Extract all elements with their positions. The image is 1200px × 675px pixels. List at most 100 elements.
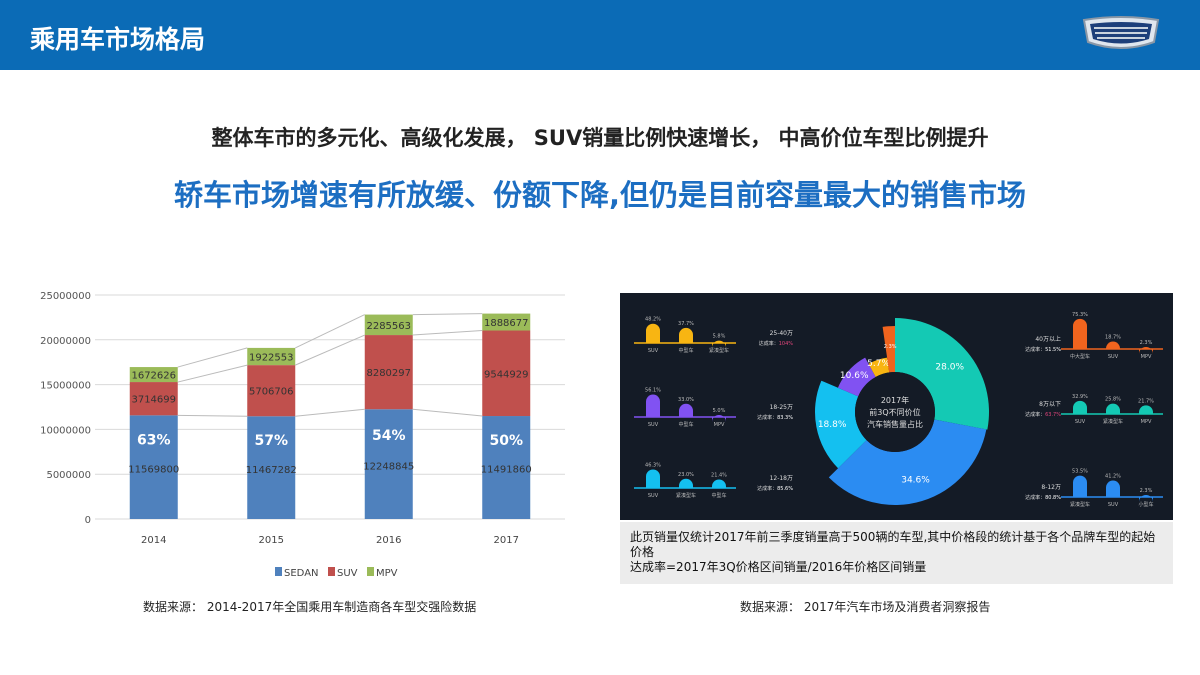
category-name: SUV [648,348,659,354]
legend-label: SUV [337,568,358,579]
bar-sedan [482,416,531,519]
center-label: 前3Q不同价位 [869,407,920,417]
category-pct: 2.3% [1140,488,1153,494]
y-tick-label: 10000000 [40,425,91,436]
category-pct: 21.4% [711,472,727,478]
series-connector-line [295,314,365,349]
x-tick-label: 2015 [259,535,284,546]
category-name: SUV [648,493,659,499]
rose-slice [868,357,890,377]
slice-label: 34.6% [901,475,930,485]
achievement-rate: 达成率：83.3% [757,414,793,421]
data-label: 1672626 [131,371,176,382]
data-label: 11467282 [246,465,297,476]
series-connector-line [295,334,365,366]
bar-suv [129,382,178,416]
x-tick-label: 2016 [376,535,401,546]
bar-mpv [482,313,531,331]
bar-sedan [129,415,178,519]
category-bar [679,478,693,488]
center-label: 2017年 [881,395,909,405]
category-pct: 21.7% [1138,398,1154,404]
category-pct: 53.5% [1072,469,1088,475]
category-bar [679,403,693,417]
category-pct: 23.0% [678,472,694,478]
rose-slice [828,419,987,506]
achievement-rate: 达成率：80.8% [1025,494,1061,501]
headline-primary: 整体车市的多元化、高级化发展， SUV销量比例快速增长， 中高价位车型比例提升 [211,126,989,150]
category-pct: 32.9% [1072,394,1088,400]
price-range-label: 25-40万 [770,330,793,337]
x-tick-label: 2014 [141,535,166,546]
y-tick-label: 20000000 [40,336,91,347]
bar-suv [364,335,413,410]
category-name: 紧凑型车 [1070,501,1090,508]
category-pct: 33.0% [678,397,694,403]
category-pct: 18.7% [1105,335,1121,341]
category-name: 小型车 [1138,501,1153,508]
series-connector-line [412,330,483,336]
bar-suv [247,365,296,417]
data-label: 1888677 [484,318,529,329]
category-bar [679,327,693,343]
category-name: 中型车 [711,492,726,499]
category-name: SUV [1108,502,1119,508]
donut-center [855,372,935,452]
series-connector-line [412,408,483,417]
data-label: 5706706 [249,387,294,398]
sedan-share-label: 63% [137,432,171,448]
bar-mpv [364,314,413,336]
category-name: 紧凑型车 [676,492,696,499]
category-pct: 48.2% [645,317,661,323]
price-segment-infographic: 28.0% 34.6% 18.8% 10.6% 5.7% 2.3% 2017年 前3Q不同价位… [620,293,1173,520]
category-name: SUV [648,422,659,428]
legend-swatch [275,567,282,576]
category-bar [1073,318,1087,349]
bar-mpv [247,347,296,366]
price-range-label: 40万以上 [1035,335,1061,343]
data-label: 3714699 [131,395,176,406]
note-line-1: 此页销量仅统计2017年前三季度销量高于500辆的车型,其中价格段的统计基于各个… [630,530,1156,559]
rose-slice [815,380,867,469]
data-label: 11491860 [481,465,532,476]
header-bar: 乘用车市场格局 [0,0,1200,70]
rose-slice [882,326,895,373]
y-tick-label: 5000000 [46,470,91,481]
category-pct: 41.2% [1105,474,1121,480]
category-name: MPV [1141,354,1152,360]
y-tick-label: 0 [85,515,91,526]
series-connector-line [177,414,248,417]
sedan-share-label: 50% [489,433,523,449]
legend-swatch [367,567,374,576]
bar-mpv [129,367,178,383]
category-pct: 5.0% [713,408,726,414]
achievement-rate: 达成率：85.6% [757,485,793,492]
category-bar [1139,495,1153,502]
category-bar [1106,480,1120,497]
rose-slice [895,318,989,430]
slice-label: 18.8% [818,420,847,430]
infographic-note: 此页销量仅统计2017年前三季度销量高于500辆的车型,其中价格段的统计基于各个… [620,522,1173,584]
center-label: 汽车销售量占比 [867,419,923,429]
legend-label: MPV [376,568,398,579]
geely-shield-logo [1082,16,1160,49]
data-label: 9544929 [484,369,529,380]
left-source-text: 数据来源： 2014-2017年全国乘用车制造商各车型交强险数据 [143,600,477,614]
category-name: 中型车 [678,421,693,428]
data-label: 11569800 [128,464,179,475]
y-tick-label: 15000000 [40,381,91,392]
slice-label: 10.6% [840,371,869,381]
bar-sedan [247,416,296,519]
category-bar [1106,403,1120,414]
category-bar [1139,347,1153,354]
category-name: MPV [1141,419,1152,425]
achievement-rate: 达成率：51.5% [1025,346,1061,353]
right-source-text: 数据来源： 2017年汽车市场及消费者洞察报告 [740,600,991,614]
series-connector-line [177,347,248,368]
category-bar [1073,400,1087,414]
category-bar [646,469,660,488]
category-pct: 2.3% [1140,340,1153,346]
category-bar [712,479,726,488]
series-connector-line [412,313,483,316]
category-pct: 5.8% [713,334,726,340]
